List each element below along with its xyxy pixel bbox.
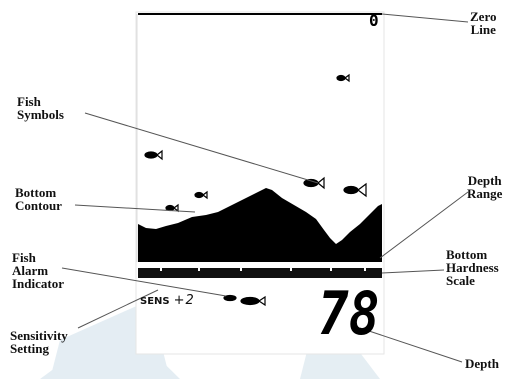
callout-zero-line-2: Line [470, 22, 496, 37]
callout-depth-1: Depth [465, 356, 499, 371]
callout-sensitivity-setting-2: Setting [10, 341, 49, 356]
callout-zero-line-1: Zero [470, 9, 497, 24]
callout-bottom-hardness-3: Scale [446, 273, 475, 288]
bottom-hardness-scale [138, 268, 382, 278]
fish-symbol [336, 73, 350, 83]
callout-fish-alarm-1: Fish [12, 250, 36, 265]
leader-bottom-hardness [381, 269, 445, 274]
leader-fish-alarm [61, 267, 227, 297]
fish-symbol [165, 203, 179, 213]
callout-bottom-contour-1: Bottom [15, 185, 57, 200]
callout-bottom-contour-2: Contour [15, 198, 62, 213]
callout-fish-alarm: Fish Alarm Indicator [12, 251, 64, 290]
lcd-screen [135, 11, 385, 355]
leader-fish-symbols [84, 112, 319, 184]
callout-zero-line: Zero Line [470, 10, 496, 36]
callout-fish-alarm-3: Indicator [12, 276, 64, 291]
callout-sensitivity-setting-1: Sensitivity [10, 328, 68, 343]
callout-bottom-hardness-1: Bottom [446, 247, 488, 262]
leader-depth [359, 327, 463, 363]
callout-fish-symbols-1: Fish [17, 94, 41, 109]
callout-fish-alarm-2: Alarm [12, 263, 49, 278]
leader-depth-range [379, 191, 469, 259]
leader-bottom-contour [74, 204, 196, 213]
bottom-contour [138, 188, 382, 262]
callout-sensitivity-setting: Sensitivity Setting [10, 329, 68, 355]
depth-reading: 78 [318, 279, 380, 349]
depth-range-value: 120 [342, 245, 374, 264]
fish-alarm-indicator [223, 294, 266, 307]
fish-symbol [343, 182, 367, 198]
callout-fish-symbols-2: Symbols [17, 107, 64, 122]
callout-depth: Depth [465, 357, 499, 370]
callout-bottom-contour: Bottom Contour [15, 186, 62, 212]
leader-sensitivity [77, 289, 159, 329]
callout-depth-range: Depth Range [467, 174, 502, 200]
callout-bottom-hardness: Bottom Hardness Scale [446, 248, 499, 287]
callout-depth-range-2: Range [467, 186, 503, 201]
bottom-hardness-notches [160, 268, 366, 271]
sensitivity-value: +2 [173, 293, 195, 308]
callout-depth-range-1: Depth [467, 173, 502, 188]
leader-lines [61, 13, 469, 363]
fish-symbol [144, 149, 163, 161]
callout-bottom-hardness-2: Hardness [446, 260, 499, 275]
zero-line-value: 0 [369, 11, 379, 30]
leader-zero-line [381, 13, 469, 23]
sensitivity-label: SENS [140, 296, 170, 307]
fish-symbol [303, 176, 325, 190]
callout-fish-symbols: Fish Symbols [17, 95, 64, 121]
sensitivity-readout: SENS +2 [140, 293, 195, 308]
fish-symbol [194, 190, 208, 200]
